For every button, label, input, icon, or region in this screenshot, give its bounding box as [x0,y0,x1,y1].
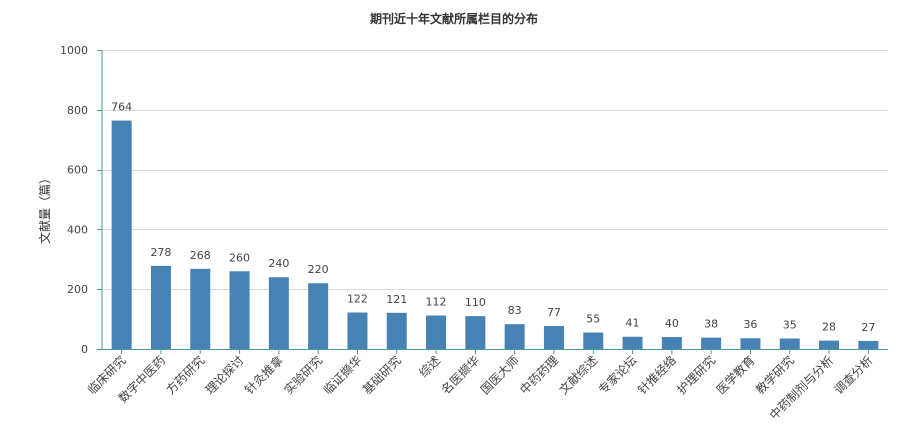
y-tick-label: 400 [67,223,88,236]
data-label: 121 [386,293,407,306]
x-tick-label: 护理研究 [674,353,719,398]
x-tick-label: 实验研究 [281,353,326,398]
bar [347,312,368,349]
data-label: 112 [426,296,447,309]
data-label: 28 [822,321,836,334]
bar [583,332,604,349]
bar [543,325,564,349]
data-label: 40 [665,317,679,330]
x-tick-label: 文献综述 [556,353,601,398]
data-label: 41 [626,317,640,330]
bar [386,312,407,349]
bar [622,336,643,349]
x-tick-label: 方药研究 [163,353,208,398]
bar [504,324,525,349]
bar [819,340,840,349]
bar [465,316,486,349]
x-tick-label: 调查分析 [832,353,876,397]
x-tick-label: 理论探讨 [203,353,247,397]
x-tick-label: 中药药理 [517,353,562,398]
x-tick-label: 国医大师 [478,353,522,397]
data-label: 122 [347,293,368,306]
bar [229,271,250,349]
bar [661,337,682,349]
x-tick-label: 基础研究 [359,353,404,398]
x-tick-label: 针灸推拿 [241,353,286,398]
data-label: 110 [465,296,486,309]
bar [740,338,761,349]
data-labels: 764 278 268 260 240 220 122 121 112 110 83 77 55 41 40… [111,101,875,334]
data-label: 83 [508,304,522,317]
y-tick-label: 600 [67,164,88,177]
bar [308,283,329,349]
bar [426,315,447,349]
bar [858,340,879,349]
data-label: 220 [308,263,329,276]
x-tick-label: 综述 [416,353,443,380]
y-axis-ticks: 0 200 400 600 800 1000 [60,44,102,356]
data-label: 260 [229,251,250,264]
bar [150,265,171,349]
data-label: 36 [743,318,757,331]
bar [701,337,722,349]
chart-title: 期刊近十年文献所属栏目的分布 [370,11,538,26]
y-tick-label: 200 [67,283,88,296]
x-tick-label: 临证撷华 [321,353,365,397]
data-label: 35 [783,319,797,332]
bar [190,268,211,349]
data-label: 278 [150,246,171,259]
y-tick-label: 800 [67,104,88,117]
x-tick-label: 针推经络 [634,353,679,398]
data-label: 77 [547,306,561,319]
bar [111,120,132,350]
x-tick-label: 医学教育 [713,353,758,398]
bar [268,277,289,349]
data-label: 240 [268,257,289,270]
bars [111,120,879,350]
y-axis-label: 文献量（篇） [37,172,52,244]
x-tick-label: 名医撷华 [438,353,483,398]
y-tick-label: 0 [81,343,88,356]
data-label: 38 [704,318,718,331]
data-label: 27 [861,321,875,334]
grid-lines [102,50,888,290]
x-tick-label: 专家论坛 [595,353,640,398]
bar [779,338,800,349]
data-label: 268 [190,249,211,262]
data-label: 55 [586,313,600,326]
data-label: 764 [111,101,132,114]
y-tick-label: 1000 [60,44,88,57]
